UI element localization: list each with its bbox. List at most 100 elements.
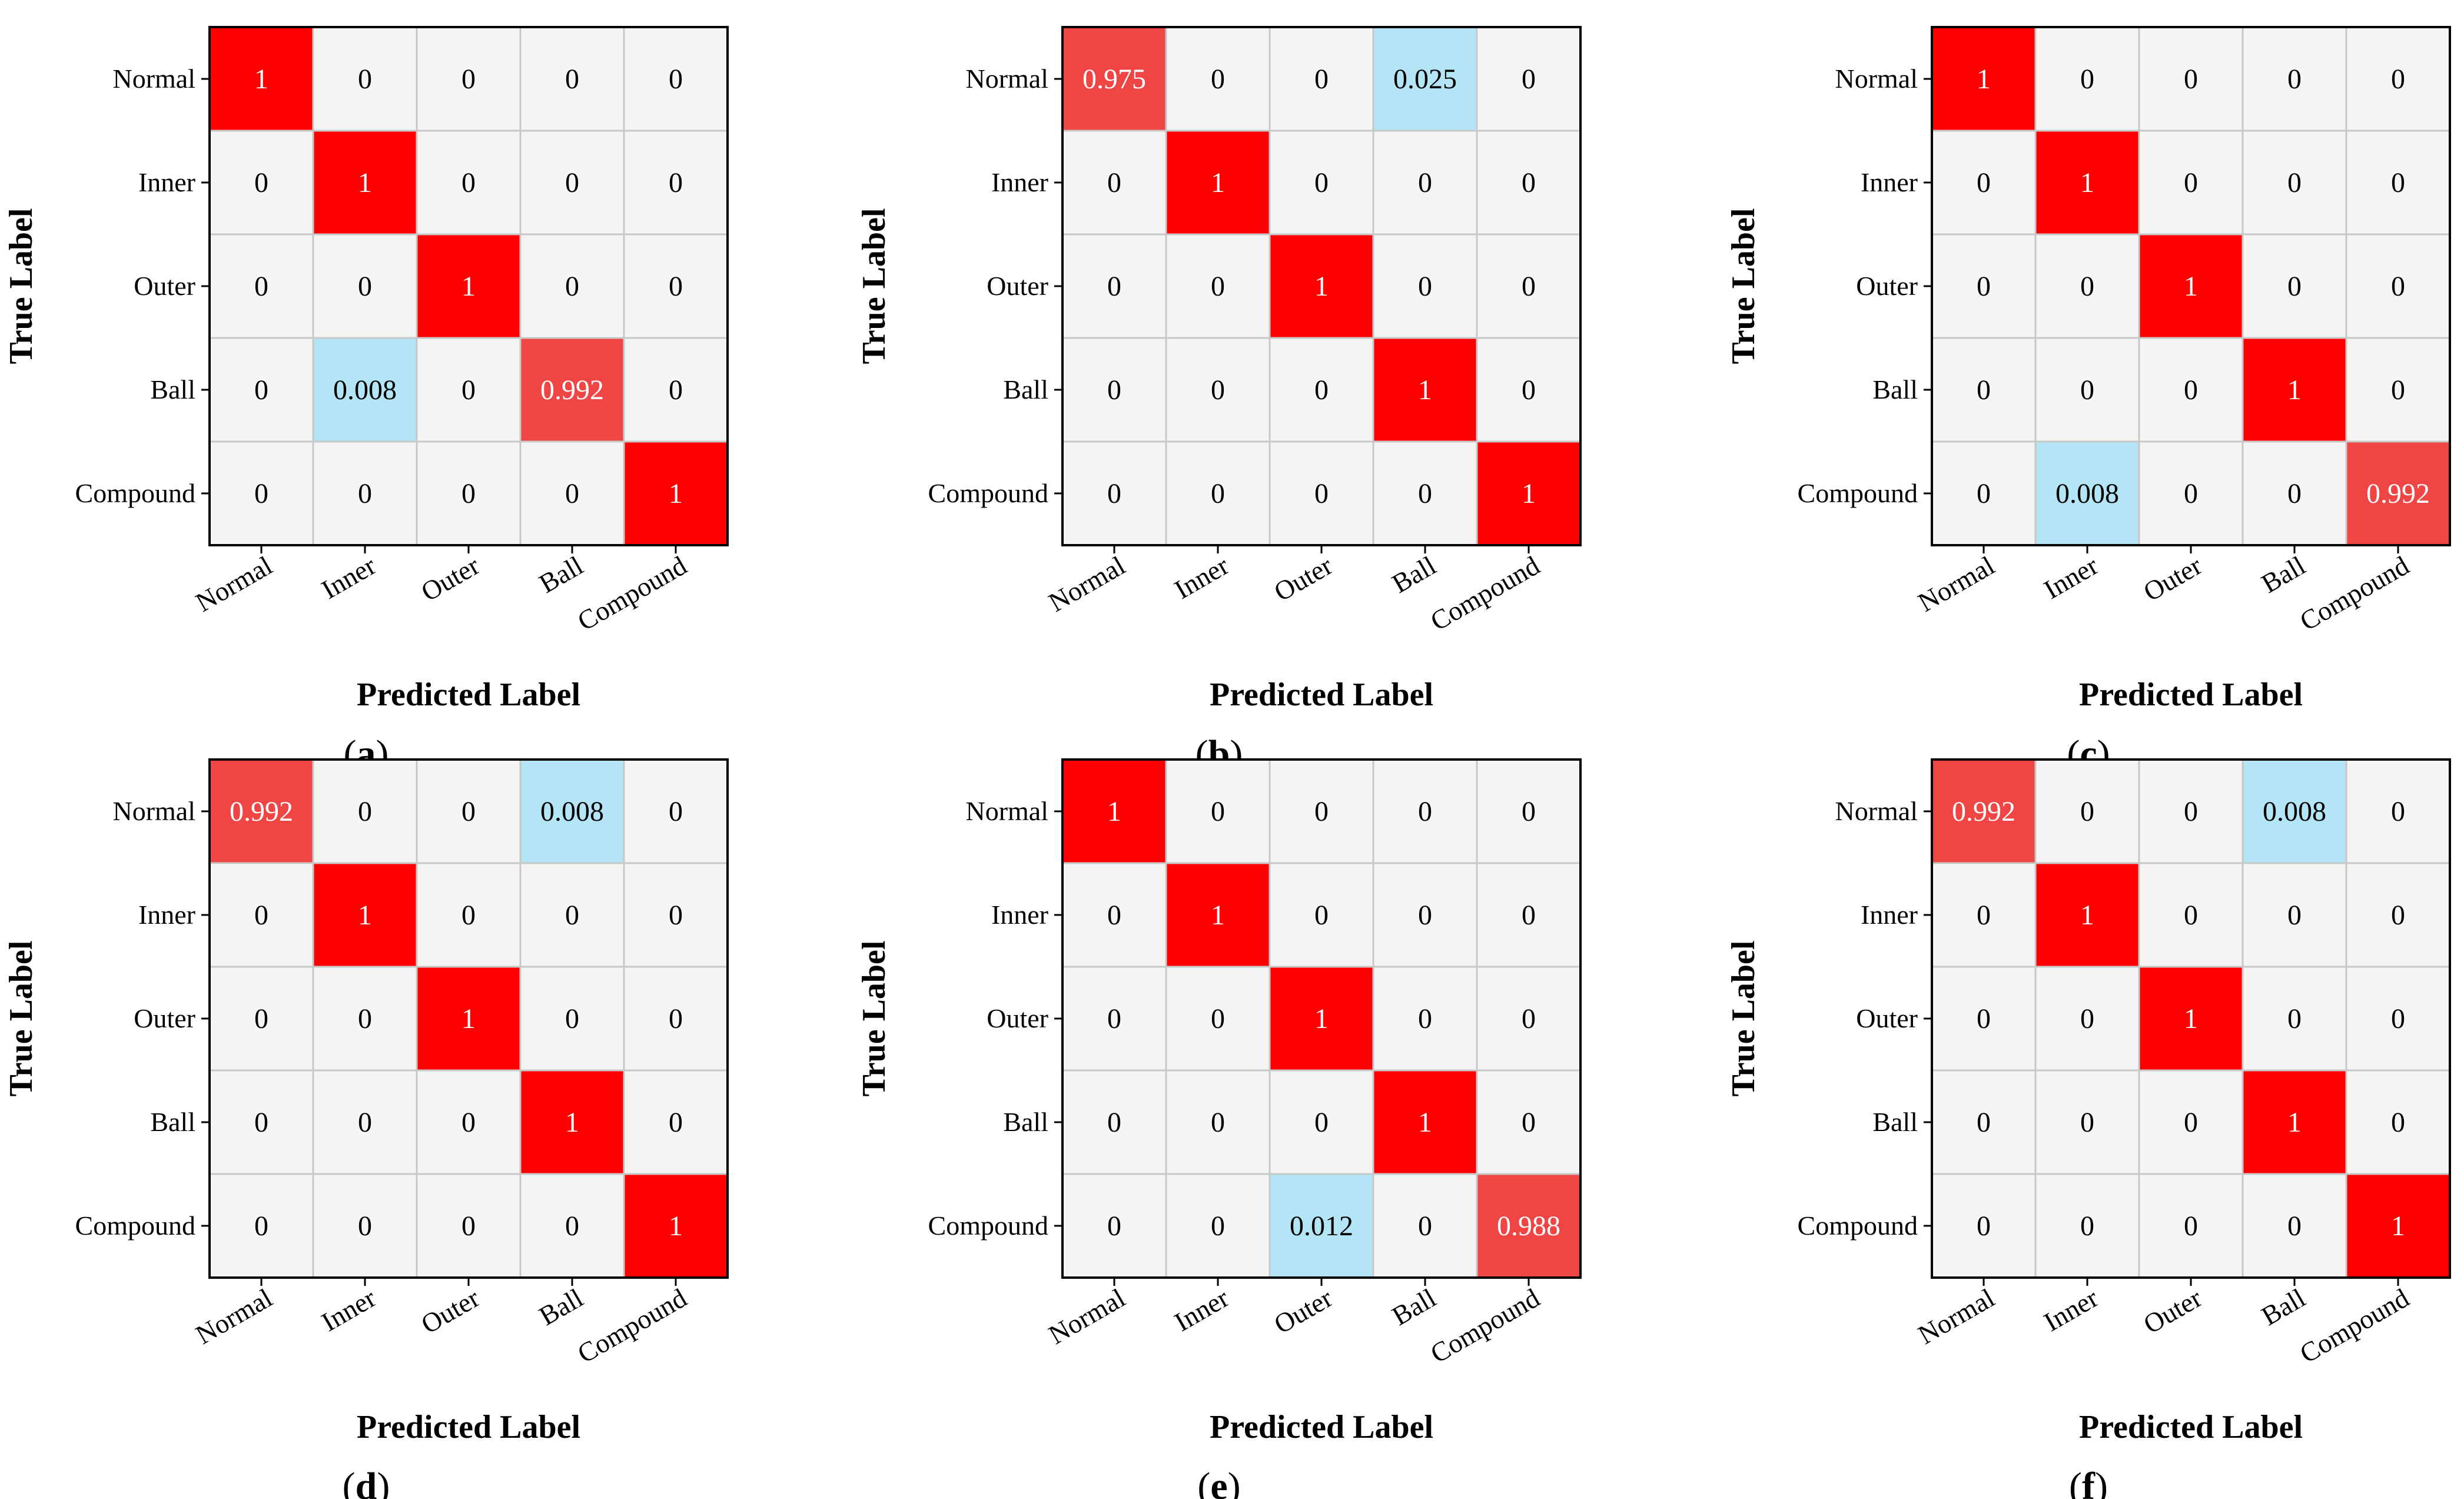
matrix-cell bbox=[416, 966, 522, 1072]
cell-value-label: 0 bbox=[565, 478, 579, 509]
cell-value-label: 0 bbox=[1314, 64, 1329, 95]
cell-value-label: 0 bbox=[358, 478, 372, 509]
x-tick-label: Outer bbox=[1269, 550, 1337, 607]
cell-value-label: 1 bbox=[2080, 167, 2094, 198]
x-tick-label: Outer bbox=[416, 550, 484, 607]
matrix-cell bbox=[1931, 1069, 2037, 1175]
cell-value-label: 0 bbox=[1522, 1107, 1536, 1138]
matrix-cell bbox=[2345, 440, 2451, 546]
cell-value-label: 1 bbox=[2184, 1003, 2198, 1034]
cell-value-label: 0 bbox=[669, 796, 683, 827]
matrix-cell bbox=[623, 337, 729, 443]
cell-value-label: 0 bbox=[1314, 1107, 1329, 1138]
y-tick-label: Inner bbox=[991, 900, 1048, 930]
cell-value-label: 0.008 bbox=[2263, 796, 2326, 827]
cell-value-label: 0 bbox=[1977, 1211, 1991, 1242]
cell-value-label: 0.992 bbox=[540, 374, 604, 406]
y-tick-label: Inner bbox=[1861, 167, 1918, 197]
x-axis-title: Predicted Label bbox=[1210, 1409, 1433, 1445]
cell-value-label: 0 bbox=[1522, 796, 1536, 827]
cell-value-label: 0 bbox=[2391, 1107, 2405, 1138]
matrix-cell bbox=[519, 966, 625, 1072]
y-axis-title: True Label bbox=[3, 941, 39, 1097]
cell-value-label: 0 bbox=[1314, 796, 1329, 827]
confusion-matrix-panel-a: 1 0 0 0 0 0 1 0 0 0 0 0 1 0 0 0 0.008 0 0.992 0 0 0 0 0 1 Normal I… bbox=[3, 26, 729, 775]
matrix-cell bbox=[2034, 966, 2140, 1072]
cell-value-label: 0 bbox=[1211, 796, 1225, 827]
y-tick-label: Inner bbox=[991, 167, 1048, 197]
cell-value-label: 0 bbox=[2391, 900, 2405, 931]
matrix-cell bbox=[2138, 1069, 2244, 1175]
cell-value-label: 0 bbox=[669, 271, 683, 302]
x-tick-label: Normal bbox=[191, 550, 277, 617]
matrix-cell bbox=[1931, 337, 2037, 443]
x-tick-label: Outer bbox=[2138, 550, 2207, 607]
cell-value-label: 0 bbox=[1418, 1211, 1432, 1242]
x-tick-label: Normal bbox=[1044, 1282, 1130, 1349]
cell-value-label: 0 bbox=[669, 900, 683, 931]
cell-value-label: 0 bbox=[565, 1211, 579, 1242]
y-tick-label: Normal bbox=[112, 64, 195, 94]
cell-value-label: 0 bbox=[1418, 271, 1432, 302]
matrix-cell bbox=[1476, 966, 1582, 1072]
cell-value-label: 0 bbox=[2391, 167, 2405, 198]
cell-value-label: 0 bbox=[1211, 64, 1225, 95]
x-tick-label: Inner bbox=[2038, 550, 2103, 605]
cell-value-label: 0 bbox=[669, 64, 683, 95]
cell-value-label: 0 bbox=[254, 478, 268, 509]
matrix-cell bbox=[2241, 1069, 2347, 1175]
cell-value-label: 0 bbox=[1522, 900, 1536, 931]
cell-value-label: 0 bbox=[1314, 478, 1329, 509]
x-axis-title: Predicted Label bbox=[1210, 676, 1433, 713]
cell-value-label: 0 bbox=[358, 1211, 372, 1242]
matrix-cell bbox=[416, 337, 522, 443]
cell-value-label: 0 bbox=[2184, 167, 2198, 198]
cell-value-label: 0 bbox=[1211, 271, 1225, 302]
x-tick-label: Compound bbox=[2294, 1282, 2414, 1368]
cell-value-label: 1 bbox=[1977, 64, 1991, 95]
matrix-cell bbox=[1268, 758, 1374, 864]
cell-value-label: 0 bbox=[1977, 1107, 1991, 1138]
cell-value-label: 0 bbox=[2287, 271, 2302, 302]
matrix-cell bbox=[416, 862, 522, 968]
cell-value-label: 0 bbox=[1522, 271, 1536, 302]
x-tick-label: Inner bbox=[1169, 550, 1234, 605]
matrix-cell bbox=[519, 337, 625, 443]
matrix-cell bbox=[1268, 966, 1374, 1072]
cell-value-label: 1 bbox=[1314, 271, 1329, 302]
y-tick-label: Inner bbox=[1861, 900, 1918, 930]
x-tick-label: Normal bbox=[1913, 1282, 2000, 1349]
x-tick-label: Outer bbox=[416, 1282, 484, 1339]
y-axis-title: True Label bbox=[856, 941, 892, 1097]
x-tick-label: Compound bbox=[2294, 550, 2414, 636]
cell-value-label: 1 bbox=[669, 478, 683, 509]
cell-value-label: 0 bbox=[2184, 374, 2198, 406]
matrix-cell bbox=[1165, 1173, 1271, 1279]
cell-value-label: 1 bbox=[1418, 1107, 1432, 1138]
cell-value-label: 0 bbox=[1107, 167, 1121, 198]
x-tick-label: Normal bbox=[1913, 550, 2000, 617]
y-tick-label: Ball bbox=[150, 374, 195, 404]
matrix-cell bbox=[2241, 862, 2347, 968]
matrix-cell bbox=[2034, 233, 2140, 339]
cell-value-label: 0 bbox=[1107, 374, 1121, 406]
matrix-cell bbox=[1372, 337, 1478, 443]
matrix-cell bbox=[2034, 862, 2140, 968]
cell-value-label: 0 bbox=[1211, 1107, 1225, 1138]
cell-value-label: 0 bbox=[1977, 374, 1991, 406]
cell-value-label: 0 bbox=[669, 374, 683, 406]
cell-value-label: 0 bbox=[1107, 1003, 1121, 1034]
matrix-cell bbox=[1165, 966, 1271, 1072]
y-tick-label: Ball bbox=[1003, 1107, 1048, 1137]
cell-value-label: 0 bbox=[565, 64, 579, 95]
cell-value-label: 0 bbox=[2080, 1003, 2094, 1034]
y-tick-label: Normal bbox=[965, 796, 1048, 826]
cell-value-label: 0 bbox=[1211, 1211, 1225, 1242]
y-tick-label: Outer bbox=[987, 1003, 1048, 1033]
x-axis-title: Predicted Label bbox=[357, 1409, 580, 1445]
cell-value-label: 0 bbox=[358, 1003, 372, 1034]
cell-value-label: 1 bbox=[1314, 1003, 1329, 1034]
cell-value-label: 0 bbox=[1211, 374, 1225, 406]
matrix-cell bbox=[1061, 1069, 1167, 1175]
